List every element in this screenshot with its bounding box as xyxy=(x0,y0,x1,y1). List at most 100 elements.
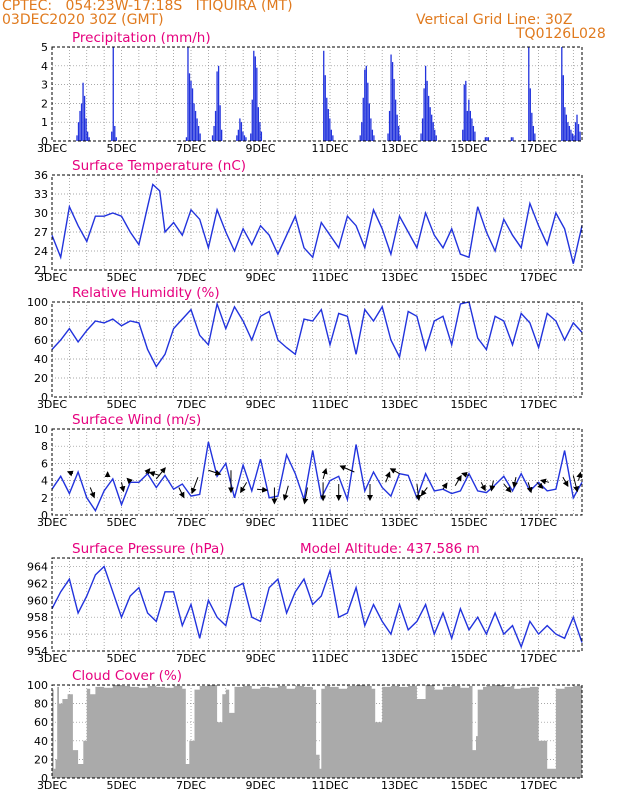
temp-xtick-label: 9DEC xyxy=(245,271,275,284)
precip-bar xyxy=(367,82,369,141)
precip-bar xyxy=(251,99,253,141)
wind-xtick-label: 17DEC xyxy=(520,516,557,529)
precip-bar xyxy=(220,129,223,141)
precip-bar xyxy=(564,107,566,141)
precip-bar xyxy=(253,50,255,142)
precip-bar xyxy=(240,122,243,141)
wind-arrow-icon xyxy=(148,471,160,477)
precip-bar xyxy=(463,84,465,141)
model-code: TQ0126L028 xyxy=(516,26,606,42)
wind-arrow-icon xyxy=(321,467,328,480)
press-ytick-label: 964 xyxy=(27,560,48,573)
precip-bar xyxy=(462,129,464,141)
precip-bar xyxy=(390,54,392,141)
rh-title: Relative Humidity (%) xyxy=(72,285,220,301)
rh-xtick-label: 17DEC xyxy=(520,398,557,411)
precip-bar xyxy=(579,131,581,141)
precip-bar xyxy=(567,122,569,141)
cloud-ytick-label: 100 xyxy=(27,679,48,692)
temp-xtick-label: 15DEC xyxy=(450,271,487,284)
wind-arrow-icon xyxy=(126,477,133,485)
precip-bar xyxy=(236,135,238,141)
wind-ytick-label: 6 xyxy=(41,457,48,470)
wind-arrow-icon xyxy=(240,482,248,494)
precip-bar xyxy=(187,47,189,141)
rh-xtick-label: 5DEC xyxy=(106,398,136,411)
precip-bar xyxy=(469,110,472,141)
wind-arrow-icon xyxy=(190,476,199,495)
precip-bar xyxy=(77,122,80,141)
precip-bar xyxy=(426,80,428,141)
wind-arrow-icon xyxy=(512,477,518,489)
precip-bar xyxy=(185,137,188,141)
precip-bar xyxy=(424,65,427,141)
precip-bar xyxy=(211,135,214,141)
precip-ytick-label: 1 xyxy=(41,116,48,129)
rh-ytick-label: 0 xyxy=(41,391,48,404)
temp-ytick-label: 24 xyxy=(34,245,48,258)
rh-xtick-label: 7DEC xyxy=(176,398,206,411)
wind-title: Surface Wind (m/s) xyxy=(72,412,201,428)
precip-bar xyxy=(391,62,394,141)
precip-bar xyxy=(468,99,470,141)
run-date: 03DEC2020 30Z (GMT) xyxy=(2,12,164,28)
temp-series-line xyxy=(51,183,583,264)
wind-ytick-label: 10 xyxy=(34,423,48,436)
precip-bar xyxy=(420,133,422,141)
precip-bar xyxy=(574,122,577,141)
wind-arrow-icon xyxy=(155,467,166,480)
precip-bar xyxy=(88,137,90,141)
rh-xtick-label: 11DEC xyxy=(311,398,348,411)
wind-ytick-label: 8 xyxy=(41,440,48,453)
rh-series-line xyxy=(51,301,583,368)
wind-arrow-icon xyxy=(256,486,269,493)
cloud-ytick-label: 40 xyxy=(34,735,48,748)
wind-xtick-label: 5DEC xyxy=(106,516,136,529)
precip-bar xyxy=(237,129,240,141)
wind-ytick-label: 4 xyxy=(41,475,48,488)
precip-bar xyxy=(86,131,89,141)
wind-xtick-label: 11DEC xyxy=(311,516,348,529)
precip-bar xyxy=(399,135,401,141)
precip-xtick-label: 5DEC xyxy=(106,142,136,155)
press-xtick-label: 9DEC xyxy=(245,652,275,665)
precip-bar xyxy=(561,47,563,141)
station-title: CPTEC: 054:23W-17:18S ITIQUIRA (MT) xyxy=(2,0,293,14)
press-xtick-label: 5DEC xyxy=(106,652,136,665)
precip-frame xyxy=(51,46,583,142)
precip-bar xyxy=(393,78,395,141)
rh-xtick-label: 9DEC xyxy=(245,398,275,411)
wind-arrow-icon xyxy=(576,471,583,481)
precip-bar xyxy=(434,129,436,141)
precip-bar xyxy=(329,118,331,141)
wind-arrow-icon xyxy=(282,485,289,501)
precip-bar xyxy=(259,122,261,141)
precip-xtick-label: 11DEC xyxy=(311,142,348,155)
precip-bar xyxy=(427,95,430,141)
wind-xtick-label: 7DEC xyxy=(176,516,206,529)
precip-bar xyxy=(576,114,578,141)
precip-bar xyxy=(387,133,389,141)
press-xtick-label: 17DEC xyxy=(520,652,557,665)
temp-xtick-label: 5DEC xyxy=(106,271,136,284)
cloud-ytick-label: 20 xyxy=(34,753,48,766)
precip-bar xyxy=(534,133,536,141)
precip-xtick-label: 3DEC xyxy=(37,142,67,155)
precip-bar xyxy=(532,125,534,141)
precip-bar xyxy=(435,135,437,141)
precip-bar xyxy=(242,131,244,141)
wind-arrow-icon xyxy=(536,481,544,490)
press-ytick-label: 958 xyxy=(27,611,48,624)
precip-bar xyxy=(188,73,191,141)
press-xtick-label: 13DEC xyxy=(381,652,418,665)
wind-ytick-label: 2 xyxy=(41,492,48,505)
cloud-ytick-label: 0 xyxy=(41,772,48,785)
precip-bar xyxy=(364,69,366,141)
precip-xtick-label: 15DEC xyxy=(450,142,487,155)
rh-ytick-label: 40 xyxy=(34,353,48,366)
press-ytick-label: 960 xyxy=(27,594,48,607)
cloud-xtick-label: 5DEC xyxy=(106,779,136,792)
precip-bar xyxy=(365,65,367,141)
rh-ytick-label: 80 xyxy=(34,315,48,328)
